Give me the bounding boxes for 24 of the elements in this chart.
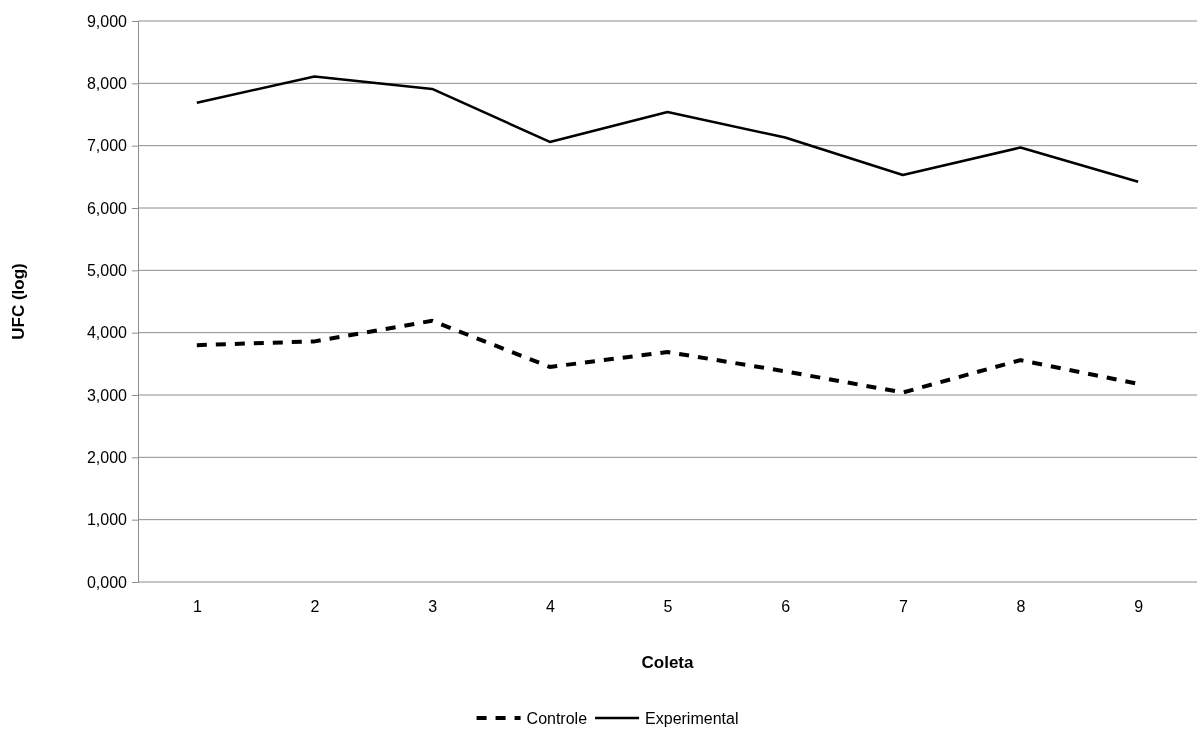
line-series [195,75,1140,184]
x-tick-label: 3 [428,598,438,616]
x-tick-label: 2 [310,598,320,616]
y-tick-label: 3,000 [86,386,128,404]
legend-label: Experimental [645,710,739,727]
x-tick-label: 4 [545,598,555,616]
y-tick-label: 2,000 [86,448,128,466]
y-tick-label: 1,000 [86,511,128,529]
x-tick-label: 8 [1016,598,1026,616]
x-tick-label: 9 [1134,598,1144,616]
x-axis-title: Coleta [641,653,695,672]
y-tick-label: 0,000 [86,573,128,591]
x-tick-label: 5 [663,598,673,616]
y-tick-label: 6,000 [86,199,128,217]
y-axis-title: UFC (log) [9,263,28,340]
y-tick-label: 7,000 [86,137,128,155]
y-tick-label: 9,000 [86,12,128,30]
x-tick-label: 6 [781,598,791,616]
y-tick-label: 5,000 [86,261,128,279]
y-tick-label: 8,000 [86,74,128,92]
x-tick-label: 1 [192,598,202,616]
x-tick-label: 7 [898,598,908,616]
y-tick-label: 4,000 [86,324,128,342]
legend-label: Controle [526,710,588,727]
